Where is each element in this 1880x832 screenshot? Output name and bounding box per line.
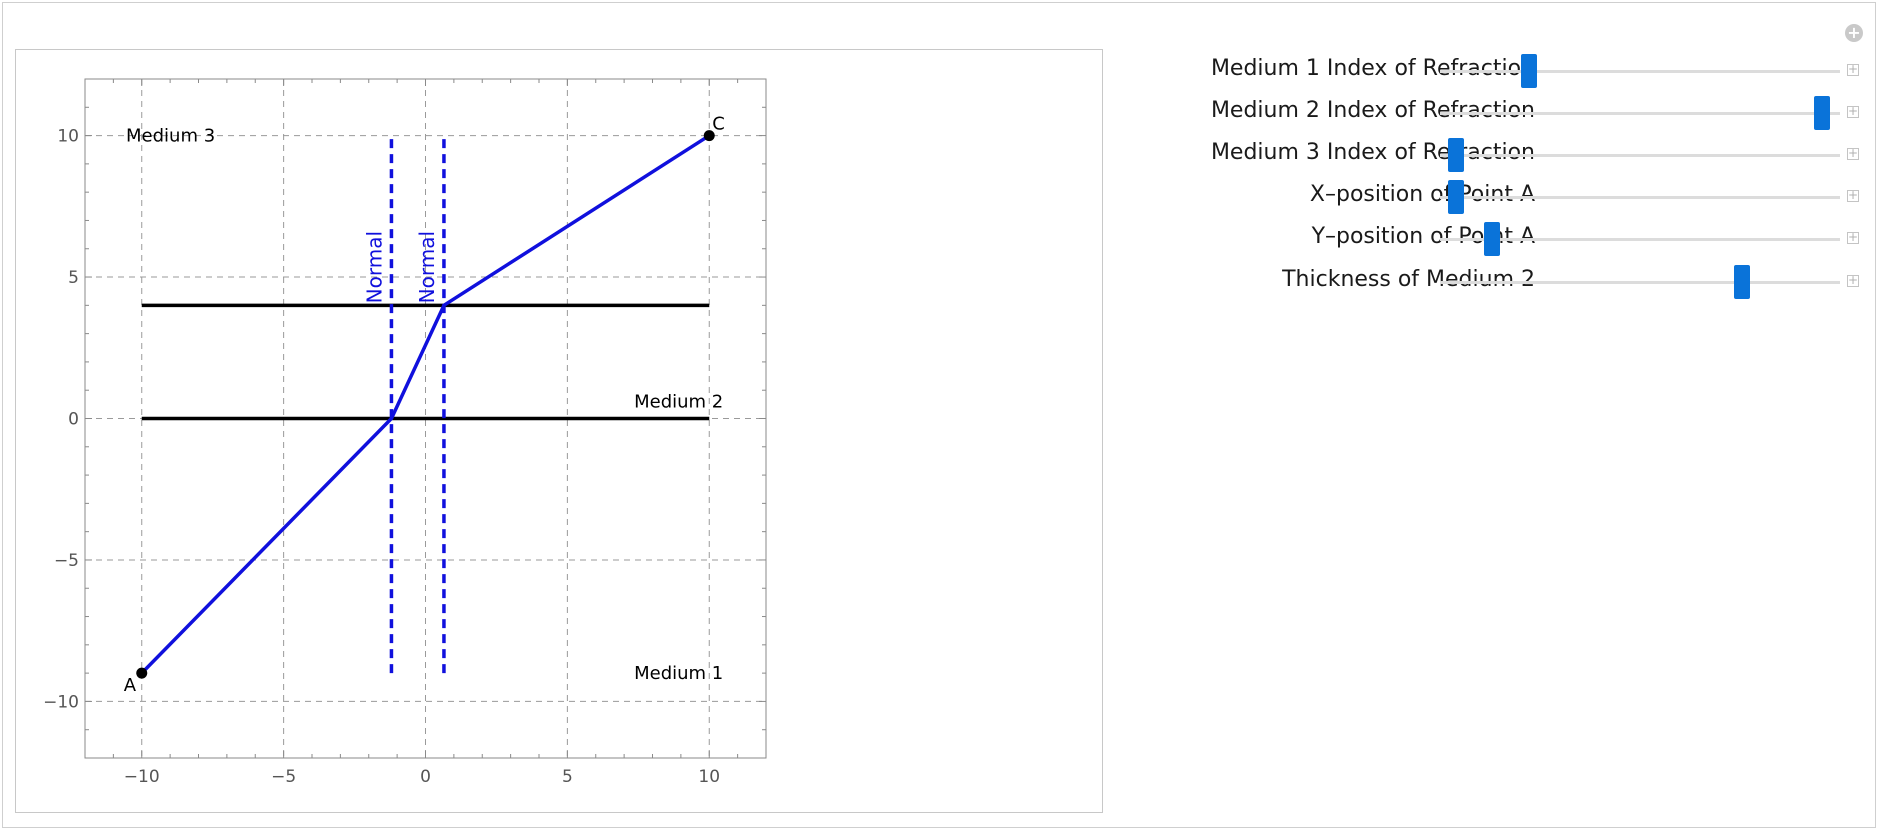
point-c-label: C [712,114,725,135]
expand-plus-icon[interactable]: + [1847,62,1859,76]
control-row: X–position of Point A + [1105,176,1865,218]
point-a-label: A [124,675,137,696]
expand-plus-icon[interactable]: + [1847,230,1859,244]
medium-1-label: Medium 1 [634,663,723,684]
medium-2-label: Medium 2 [634,392,723,413]
y-tick-label: −5 [54,551,79,571]
expand-plus-icon[interactable]: + [1847,273,1859,287]
x-tick-label: −5 [271,767,296,787]
slider-thumb[interactable] [1814,96,1831,130]
slider-track[interactable] [1440,281,1840,284]
control-label: Medium 2 Index of Refraction [1210,98,1535,123]
plot-panel: −10 −5 0 5 10 10 5 0 −5 −10 Normal Normal A C Medium 3… [15,49,1103,813]
slider-track[interactable] [1440,196,1840,199]
control-row: Medium 2 Index of Refraction + [1105,92,1865,134]
slider-thumb[interactable] [1447,138,1464,172]
control-label: Medium 3 Index of Refraction [1210,140,1535,165]
slider-thumb[interactable] [1484,222,1501,256]
control-label: Y–position of Point A [1311,224,1535,249]
point-a [136,667,148,679]
slider-track[interactable] [1440,154,1840,157]
slider-track[interactable] [1440,112,1840,115]
x-tick-label: 0 [420,767,431,787]
y-tick-label: 5 [68,268,79,288]
x-tick-label: 5 [562,767,573,787]
x-tick-label: −10 [124,767,160,787]
slider-track[interactable] [1440,70,1840,73]
medium-3-label: Medium 3 [126,126,215,147]
y-tick-label: 0 [68,410,79,430]
control-row: Y–position of Point A + [1105,218,1865,260]
slider-thumb[interactable] [1520,54,1537,88]
normal-label: Normal [415,231,439,303]
control-label: X–position of Point A [1309,182,1535,207]
control-row: Medium 1 Index of Refraction + [1105,50,1865,92]
normal-label: Normal [362,231,386,303]
point-c [703,130,715,142]
control-label: Medium 1 Index of Refraction [1210,56,1535,81]
control-row: Thickness of Medium 2 + [1105,261,1865,303]
light-ray [140,134,711,675]
expand-plus-icon[interactable]: + [1847,146,1859,160]
x-tick-label: 10 [698,767,720,787]
expand-plus-icon[interactable]: + [1847,104,1859,118]
expand-plus-icon[interactable]: + [1847,188,1859,202]
slider-thumb[interactable] [1733,265,1750,299]
control-label: Thickness of Medium 2 [1282,267,1535,292]
options-plus-icon[interactable]: + [1845,24,1863,42]
slider-thumb[interactable] [1447,180,1464,214]
slider-track[interactable] [1440,238,1840,241]
y-tick-label: 10 [57,127,79,147]
refraction-plot: −10 −5 0 5 10 10 5 0 −5 −10 Normal Normal A C Medium 3… [43,78,767,787]
y-tick-label: −10 [43,692,79,712]
control-row: Medium 3 Index of Refraction + [1105,134,1865,176]
